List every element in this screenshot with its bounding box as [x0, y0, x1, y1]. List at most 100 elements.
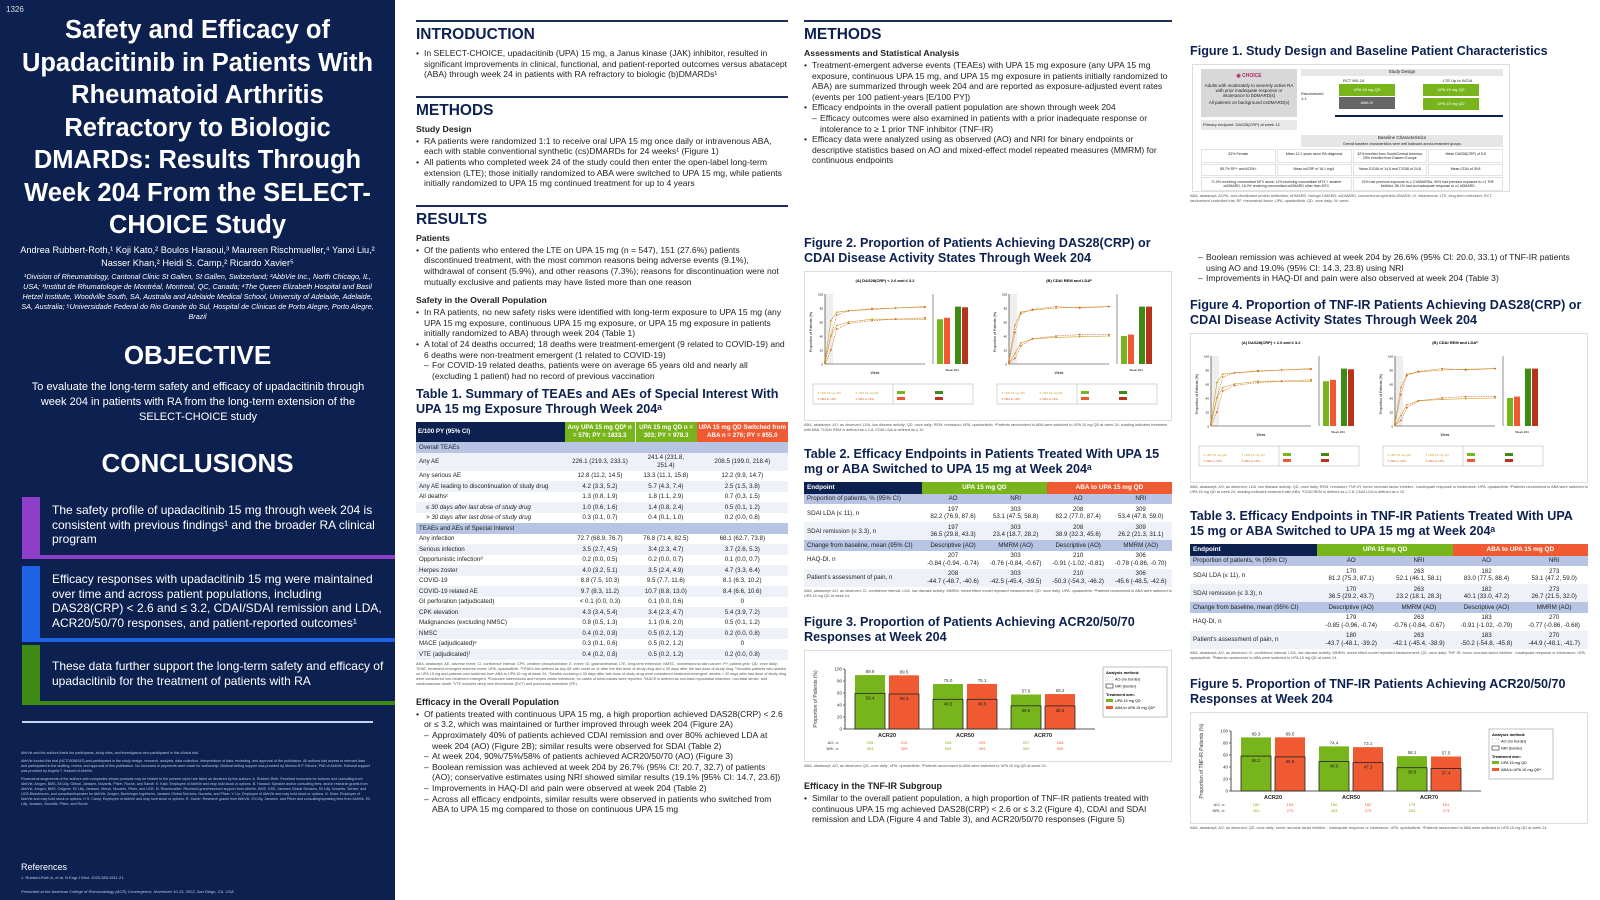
randomized-label: Randomized 1:1	[1301, 91, 1324, 101]
svg-text:ACR70: ACR70	[1420, 795, 1438, 801]
svg-text:20: 20	[820, 348, 824, 352]
svg-text:✦ ABA to UPA: ✦ ABA to UPA	[817, 397, 836, 401]
svg-text:60: 60	[1004, 320, 1008, 324]
table-row: HAQ-DI, n 179 -0.85 (-0.96, -0.74) 263 -0.76…	[1193, 614, 1580, 629]
svg-text:ABA to UPA 15 mg QDᵃ: ABA to UPA 15 mg QDᵃ	[1501, 768, 1541, 772]
conclusion-bar	[22, 645, 40, 705]
svg-text:NRI (border): NRI (border)	[1501, 746, 1523, 750]
svg-text:208: 208	[867, 740, 874, 745]
svg-text:209: 209	[979, 740, 986, 745]
conclusion-item: These data further support the long-term…	[22, 645, 395, 705]
svg-text:✦ ABA to UPA: ✦ ABA to UPA	[1241, 459, 1260, 463]
poster-id: 1326	[6, 5, 24, 14]
svg-text:179: 179	[1409, 802, 1416, 807]
svg-text:273: 273	[1443, 808, 1450, 813]
poster-title: Safety and Efficacy of Upadacitinib in P…	[21, 16, 374, 239]
svg-text:0: 0	[1005, 362, 1007, 366]
table-row: Patient's assessment of pain, n 208 -44.7 …	[804, 568, 1172, 587]
svg-text:80: 80	[1004, 306, 1008, 310]
affiliations: ¹Division of Rheumatology, Cantonal Clin…	[21, 272, 374, 321]
baseline-cell: Mean hsCRP of 16.1 mg/L	[1276, 164, 1352, 176]
table1-footnotes: ABA, abatacept; AE, adverse event; CI, c…	[416, 661, 787, 686]
svg-text:Proportion of Patients (%): Proportion of Patients (%)	[1195, 374, 1199, 414]
table1-row: Any serious AE 12.8 (11.2, 14.5) 13.3 (11.…	[419, 472, 764, 480]
baseline-cell: 82% Female	[1201, 149, 1276, 163]
table1-row: COVID-19 related AE 9.7 (8.3, 11.2) 10.7 (…	[416, 586, 788, 597]
svg-text:(A) DAS28(CRP) < 2.6 and ≤ 3.2: (A) DAS28(CRP) < 2.6 and ≤ 3.2	[1242, 340, 1302, 345]
svg-text:59.4: 59.4	[866, 695, 875, 700]
svg-text:80: 80	[820, 306, 824, 310]
svg-text:✦ ABA to UPA: ✦ ABA to UPA	[1387, 459, 1406, 463]
svg-text:80: 80	[837, 678, 843, 683]
svg-text:NRI, n:: NRI, n:	[1213, 808, 1225, 813]
svg-text:49.5: 49.5	[978, 701, 987, 706]
svg-text:0: 0	[821, 362, 823, 366]
table1-body: Overall TEAEs Any AE 226.1 (219.3, 233.1) 2…	[416, 442, 788, 660]
baseline-label: Baseline Characteristics Overall baselin…	[1301, 135, 1503, 147]
svg-text:303: 303	[945, 746, 952, 751]
table-row: Proportion of patients, % (95% CI) AO NRI A…	[804, 493, 1172, 505]
objective-text: To evaluate the long-term safety and eff…	[31, 381, 365, 423]
section-rule	[804, 20, 1172, 22]
svg-text:49.0: 49.0	[1330, 763, 1339, 768]
svg-text:60: 60	[1390, 382, 1394, 386]
population-box: ◉ CHOICE Adults with moderately to sever…	[1201, 69, 1297, 117]
svg-text:✦ ABA to UPA: ✦ ABA to UPA	[1203, 459, 1222, 463]
table1: E/100 PY (95% CI) Any UPA 15 mg QDᵇ n = …	[416, 422, 788, 660]
table1-row: CPK elevation 4.3 (3.4, 5.4) 3.4 (2.3, 4.7…	[416, 607, 788, 618]
table1-row: GI perforation (adjudicated) < 0.1 (0.0, …	[419, 598, 745, 606]
svg-text:49.5: 49.5	[944, 701, 953, 706]
figure1-title: Figure 1. Study Design and Baseline Pati…	[1190, 44, 1548, 58]
methods-bullet: All patients who completed week 24 of th…	[416, 157, 788, 189]
svg-text:182: 182	[1365, 802, 1372, 807]
table3: Endpoint UPA 15 mg QD ABA to UPA 15 mg QD P…	[1190, 543, 1588, 649]
table1-row: All deathsᶜ 1.3 (0.8, 1.9) 1.8 (1.1, 2.9) 0…	[419, 493, 760, 501]
svg-text:Analysis method:: Analysis method:	[1106, 670, 1139, 675]
table1-row: > 30 days after last dose of study drug 0…	[426, 514, 760, 522]
svg-text:60: 60	[1223, 752, 1229, 757]
svg-text:303: 303	[1023, 746, 1030, 751]
results-heading: RESULTS	[416, 210, 488, 228]
baseline-cell: Mean SJC66 of 14.5 and TJC68 of 24.8	[1352, 164, 1428, 176]
figure3: Proportion of Patients (%) 0 20 40 60 80 100 89…	[804, 649, 1172, 762]
baseline-cell: 32% enrolled from South/Central America;…	[1352, 149, 1428, 163]
funding-statement: AbbVie funded this trial (NCT03086343) a…	[21, 759, 370, 773]
conclusion-bar	[22, 566, 40, 642]
tnf-sub-bullets: Boolean remission was achieved at week 2…	[1190, 252, 1588, 284]
svg-text:60: 60	[1206, 382, 1210, 386]
study-design-label: Study Design	[1301, 69, 1503, 76]
table-row: HAQ-DI, n 207 -0.84 (-0.94, -0.74) 303 -0.76…	[807, 552, 1167, 567]
bullet: Efficacy data were analyzed using as obs…	[804, 134, 1172, 166]
svg-text:✦ UPA 15 mg QD: ✦ UPA 15 mg QD	[1039, 391, 1063, 395]
table2-footnote: ABA, abatacept; AO, as observed; CI, con…	[804, 588, 1172, 598]
table1-row: Opportunistic infectionᵈ 0.2 (0.0, 0.5) 0.…	[419, 556, 760, 564]
svg-text:309: 309	[979, 746, 986, 751]
table1-row: NMSC 0.4 (0.2, 0.8) 0.5 (0.2, 1.2) 0.2 (0.0…	[416, 628, 788, 639]
svg-text:Week: Week	[871, 371, 880, 375]
table1-category-row: Overall TEAEs	[416, 442, 788, 453]
tnf-heading: Efficacy in the TNF-IR Subgroup	[804, 780, 943, 791]
svg-text:263: 263	[1331, 808, 1338, 813]
table1-header: Any UPA 15 mg QDᵇ n = 579; PY = 1833.3	[564, 422, 636, 443]
column-3: METHODS Assessments and Statistical Anal…	[804, 20, 1172, 825]
svg-text:✦ UPA 15 mg QD: ✦ UPA 15 mg QD	[1001, 391, 1025, 395]
assessments-heading: Assessments and Statistical Analysis	[804, 48, 960, 58]
svg-text:Treatment arm:: Treatment arm:	[1492, 754, 1521, 759]
table1-row: MACE (adjudicated)ᵉ 0.3 (0.1, 0.6) 0.5 (0.…	[419, 640, 745, 648]
table2-title: Table 2. Efficacy Endpoints in Patients …	[804, 446, 1160, 476]
svg-text:89.5: 89.5	[900, 669, 909, 674]
figure3-chart: Proportion of Patients (%) 0 20 40 60 80 100 89…	[813, 666, 1168, 751]
baseline-grid: 82% Female Mean 12.1 years since RA diagn…	[1201, 149, 1503, 191]
svg-text:AO (no border): AO (no border)	[1501, 739, 1527, 743]
figure4-title: Figure 4. Proportion of TNF-IR Patients …	[1190, 297, 1582, 327]
svg-text:58.3: 58.3	[900, 696, 909, 701]
table-row: Patient's assessment of pain, n 180 -43.7 …	[1190, 630, 1588, 649]
figure1: ◉ CHOICE Adults with moderately to sever…	[1192, 64, 1510, 192]
svg-text:NRI, n:: NRI, n:	[827, 746, 839, 751]
svg-text:37.4: 37.4	[1442, 770, 1451, 775]
svg-text:89.9: 89.9	[866, 669, 875, 674]
table-row: SDAI remission (≤ 3.3), n 197 36.5 (29.8, …	[804, 522, 1172, 541]
conclusions-heading: CONCLUSIONS	[101, 448, 294, 478]
conclusion-text: Efficacy responses with upadacitinib 15 …	[52, 572, 382, 630]
svg-text:UPA 15 mg QD: UPA 15 mg QD	[1115, 699, 1141, 703]
